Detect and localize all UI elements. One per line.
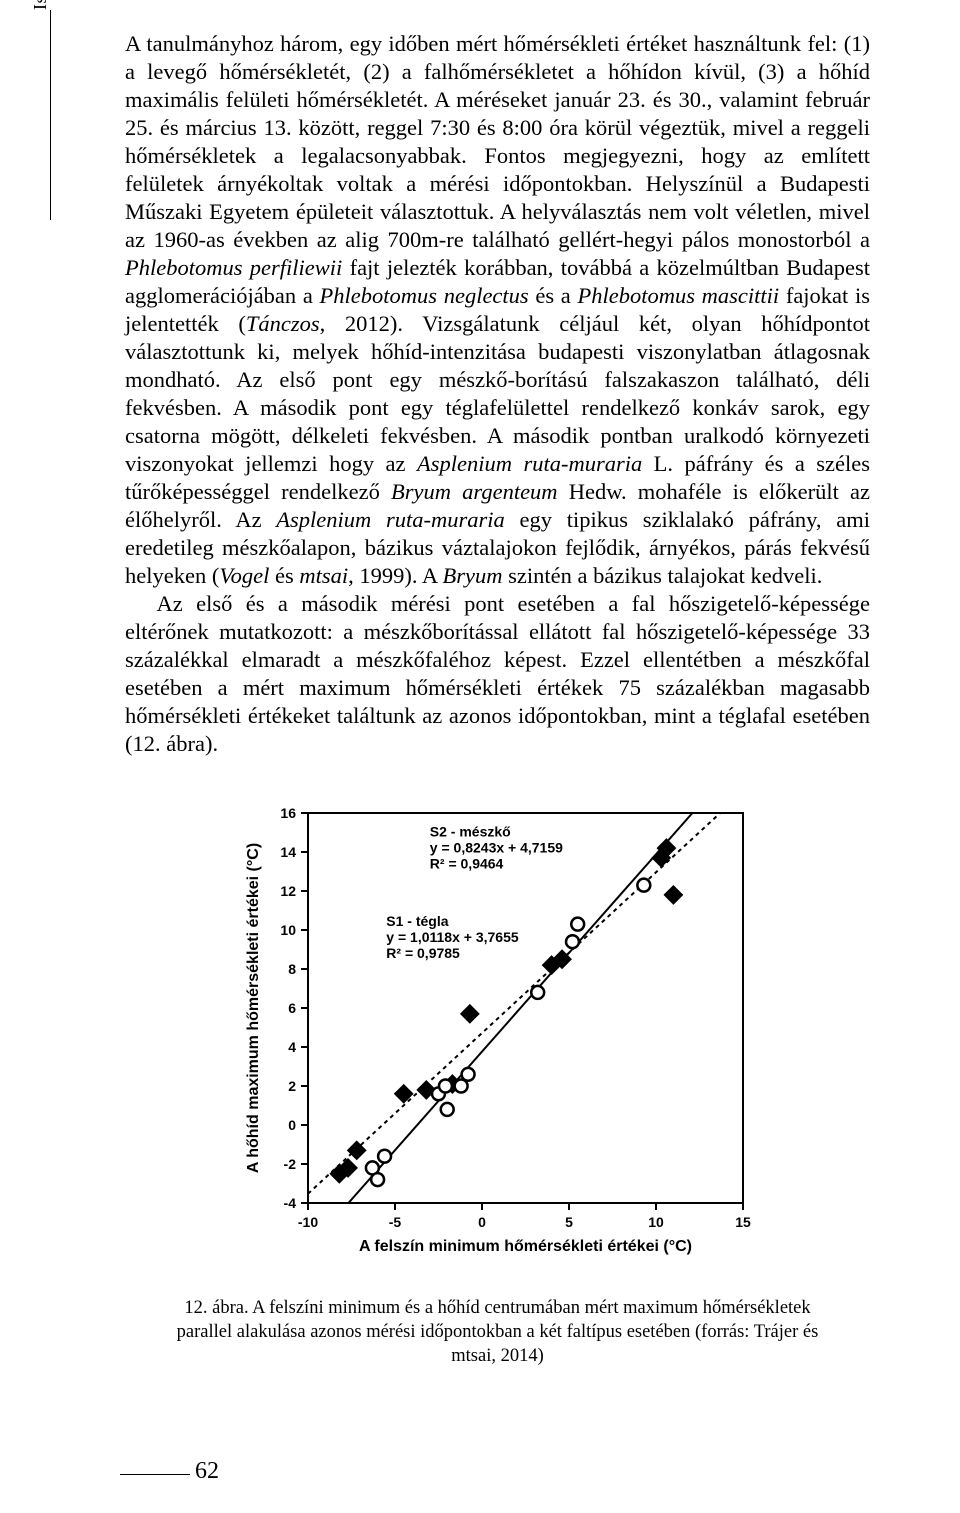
figure-caption: 12. ábra. A felszíni minimum és a hőhíd … <box>125 1296 870 1368</box>
svg-text:A hőhíd maximum hőmérsékleti é: A hőhíd maximum hőmérsékleti értékei (°C… <box>245 843 262 1173</box>
svg-text:16: 16 <box>280 805 296 821</box>
page-number: 62 <box>195 1458 219 1485</box>
svg-text:-2: -2 <box>283 1156 296 1172</box>
chart-svg: -10 -5 0 5 10 15 -4 -2 0 2 4 6 8 10 12 14 16 A felszín mi… <box>238 803 758 1263</box>
svg-text:0: 0 <box>478 1214 486 1230</box>
page-number-rule <box>120 1474 190 1475</box>
body-text: A tanulmányhoz három, egy időben mért hő… <box>125 30 870 758</box>
svg-text:8: 8 <box>288 961 296 977</box>
paragraph-2: Az első és a második mérési pont esetébe… <box>125 590 870 758</box>
svg-text:R² = 0,9464: R² = 0,9464 <box>429 855 503 871</box>
svg-text:R² = 0,9785: R² = 0,9785 <box>386 945 460 961</box>
svg-text:-4: -4 <box>283 1195 296 1211</box>
svg-text:4: 4 <box>288 1039 296 1055</box>
svg-text:S1 - tégla: S1 - tégla <box>386 913 448 929</box>
figure-12: -10 -5 0 5 10 15 -4 -2 0 2 4 6 8 10 12 14 16 A felszín mi… <box>125 803 870 1368</box>
svg-text:y = 0,8243x + 4,7159: y = 0,8243x + 4,7159 <box>429 839 562 855</box>
svg-text:-10: -10 <box>297 1214 317 1230</box>
svg-text:15: 15 <box>735 1214 751 1230</box>
svg-text:-5: -5 <box>388 1214 401 1230</box>
svg-text:14: 14 <box>280 844 296 860</box>
svg-text:2: 2 <box>288 1078 296 1094</box>
svg-text:12: 12 <box>280 883 296 899</box>
svg-text:6: 6 <box>288 1000 296 1016</box>
svg-text:0: 0 <box>288 1117 296 1133</box>
side-rule <box>50 10 51 220</box>
svg-text:10: 10 <box>648 1214 664 1230</box>
svg-text:10: 10 <box>280 922 296 938</box>
svg-text:S2 - mészkő: S2 - mészkő <box>429 823 510 839</box>
scatter-chart: -10 -5 0 5 10 15 -4 -2 0 2 4 6 8 10 12 14 16 A felszín mi… <box>238 803 758 1268</box>
svg-text:y = 1,0118x + 3,7655: y = 1,0118x + 3,7655 <box>386 929 519 945</box>
svg-text:5: 5 <box>565 1214 573 1230</box>
svg-text:A felszín minimum hőmérsékleti: A felszín minimum hőmérsékleti értékei (… <box>358 1238 691 1255</box>
journal-issue-label: Iskolakultúra 2014/11–12 <box>30 0 51 10</box>
paragraph-1: A tanulmányhoz három, egy időben mért hő… <box>125 30 870 590</box>
